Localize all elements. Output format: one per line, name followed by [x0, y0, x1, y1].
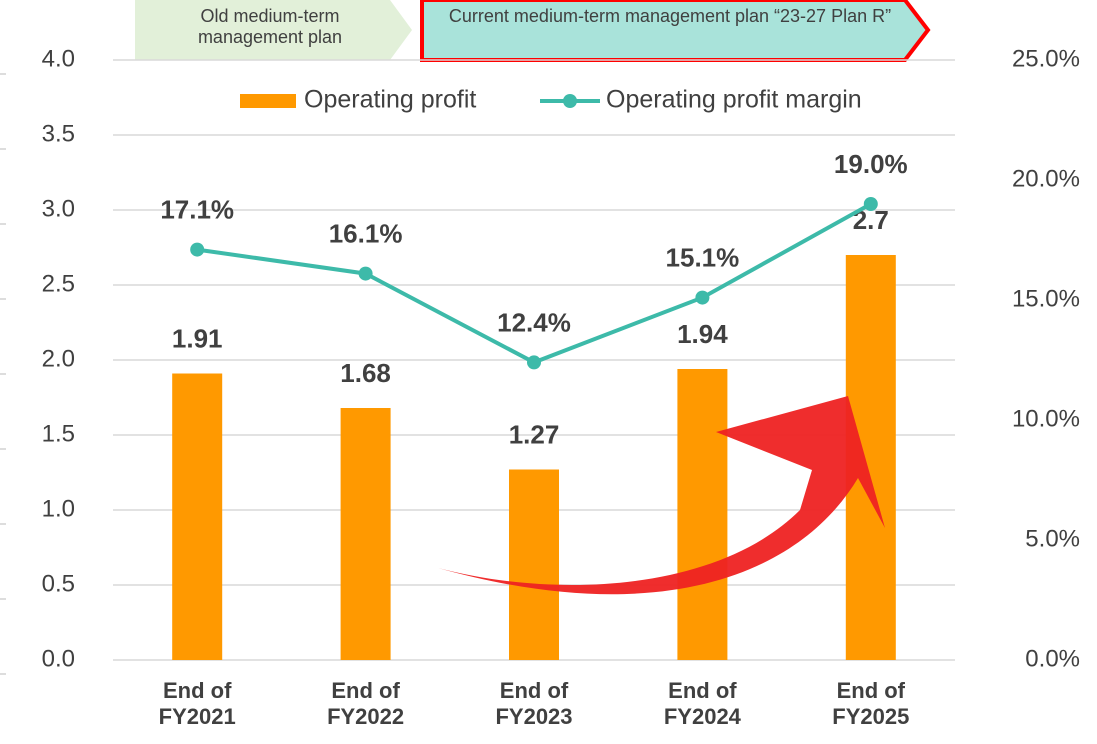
line-point: [527, 355, 541, 370]
y2-tick-label: 0.0%: [1025, 645, 1080, 672]
line-point: [695, 290, 710, 305]
line-point: [863, 197, 878, 211]
y2-tick-label: 10.0%: [1012, 405, 1080, 432]
line-value-label: 15.1%: [666, 242, 740, 272]
y2-tick-label: 5.0%: [1025, 525, 1080, 552]
line-value-label: 16.1%: [329, 218, 403, 248]
y-tick-label: 2.0: [42, 345, 75, 372]
y-tick-label: 0.0: [42, 645, 75, 672]
old-plan-banner: [135, 0, 412, 60]
line-point: [358, 266, 373, 281]
old-plan-label: Old medium-term management plan: [197, 6, 343, 47]
current-plan-label: Current medium-term management plan “23-…: [448, 6, 892, 26]
line-value-label: 17.1%: [160, 194, 234, 224]
bar-value-label: 1.91: [172, 323, 223, 353]
x-tick-label: End of FY2025: [832, 678, 910, 729]
legend-swatch: [240, 94, 296, 108]
y-tick-label: 1.5: [42, 420, 75, 447]
y-tick-label: 1.0: [42, 495, 75, 522]
growth-arrow: [438, 396, 885, 595]
line-point: [190, 242, 205, 257]
bar-value-label: 1.27: [509, 419, 560, 449]
x-tick-label: End of FY2024: [663, 678, 741, 729]
y-tick-label: 2.5: [42, 270, 75, 297]
y2-tick-label: 15.0%: [1012, 285, 1080, 312]
bar-value-label: 1.68: [340, 358, 391, 388]
line-value-label: 12.4%: [497, 307, 571, 337]
line-value-label: 19.0%: [834, 149, 908, 179]
legend-label: Operating profit margin: [606, 86, 862, 114]
x-tick-label: End of FY2023: [495, 678, 573, 729]
bar: [172, 373, 223, 660]
line: [196, 202, 872, 365]
y-tick-label: 0.5: [42, 570, 75, 597]
bar-value-label: 1.94: [677, 319, 728, 349]
y-tick-label: 3.0: [42, 195, 75, 222]
current-plan-banner: [420, 0, 931, 62]
y2-tick-label: 20.0%: [1012, 165, 1080, 192]
legend-label: Operating profit: [304, 86, 476, 114]
x-tick-label: End of FY2021: [158, 678, 236, 729]
x-tick-label: End of FY2022: [327, 678, 405, 729]
y-tick-label: 4.0: [42, 45, 75, 72]
legend-swatch: [563, 94, 577, 108]
bar: [509, 469, 559, 660]
bar: [340, 408, 391, 660]
y2-tick-label: 25.0%: [1012, 45, 1080, 72]
y-tick-label: 3.5: [42, 120, 75, 147]
plot-area: 0.0 0.5 1.0 1.5 2.0 2.5 3.0 3.5 4.0 0.0% 5.0% 10.0%…: [0, 45, 1080, 675]
bar: [677, 369, 728, 660]
